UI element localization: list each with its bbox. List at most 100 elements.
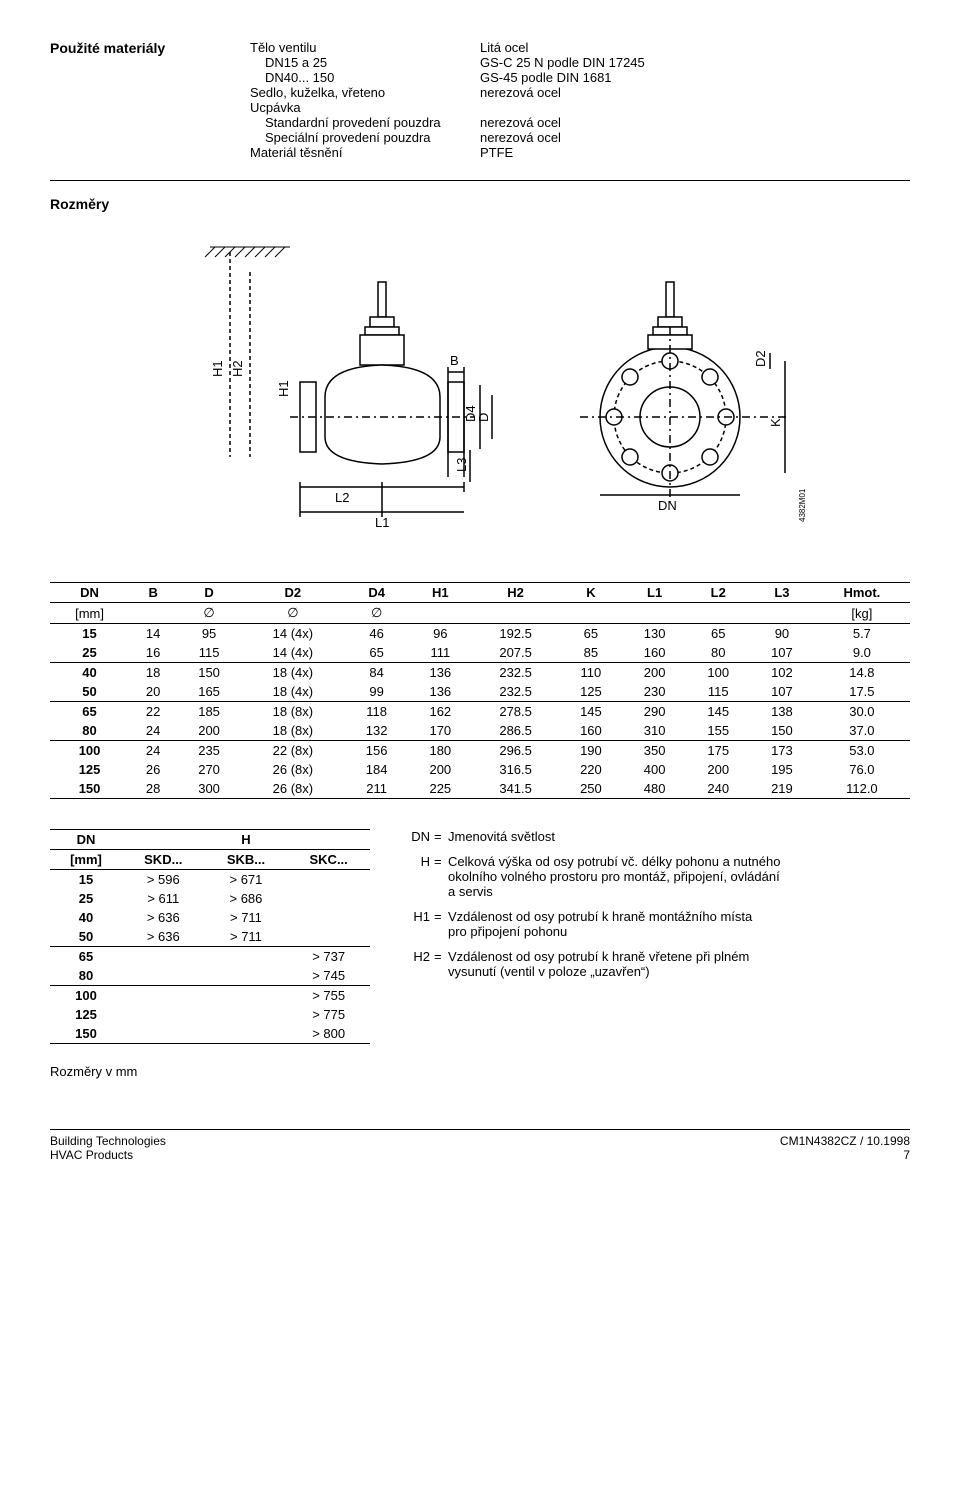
- dim-td: 46: [345, 624, 409, 644]
- dim-td: 65: [559, 624, 623, 644]
- materials-c2-line: DN40... 150: [265, 70, 480, 85]
- materials-col3: Litá ocelGS-C 25 N podle DIN 17245GS-45 …: [480, 40, 910, 160]
- legend-text: [434, 964, 448, 979]
- dim-td: 220: [559, 760, 623, 779]
- materials-c3-line: [480, 100, 910, 115]
- dim-td: 136: [408, 682, 472, 702]
- table-row: 50> 636> 711: [50, 927, 370, 947]
- materials-title: Použité materiály: [50, 40, 250, 160]
- dim-td: 18 (4x): [241, 663, 345, 683]
- footer: Building Technologies HVAC Products CM1N…: [50, 1129, 910, 1162]
- dim-td: 16: [129, 643, 177, 663]
- dim-td: 225: [408, 779, 472, 799]
- dim-td: 296.5: [472, 741, 559, 761]
- dim-sub-th: [559, 603, 623, 624]
- materials-c2-line: Materiál těsnění: [250, 145, 480, 160]
- h-td: [287, 870, 370, 890]
- dim-td: 200: [623, 663, 687, 683]
- footer-right2: 7: [780, 1148, 910, 1162]
- dim-td: 110: [559, 663, 623, 683]
- table-row: 802420018 (8x)132170286.516031015515037.…: [50, 721, 910, 741]
- h-td: [205, 1024, 288, 1044]
- dim-sub-th: [750, 603, 814, 624]
- dim-td: 100: [686, 663, 750, 683]
- table-row: 80> 745: [50, 966, 370, 986]
- h-sub-th: SKD...: [122, 850, 205, 870]
- diagram-wrap: H1 H2 H1 B D4 D L3 L2 L1 DN D2 K 4382M01: [50, 227, 910, 557]
- label-b: B: [450, 353, 459, 368]
- materials-c3-line: nerezová ocel: [480, 130, 910, 145]
- legend-text: Vzdálenost od osy potrubí k hraně montáž…: [448, 909, 910, 924]
- dim-td: 180: [408, 741, 472, 761]
- dim-td: 170: [408, 721, 472, 741]
- divider: [50, 180, 910, 181]
- dim-td: 175: [686, 741, 750, 761]
- materials-c3-line: PTFE: [480, 145, 910, 160]
- dim-td: 37.0: [814, 721, 910, 741]
- dim-td: 18 (8x): [241, 702, 345, 722]
- dim-td: 30.0: [814, 702, 910, 722]
- h-td: 40: [50, 908, 122, 927]
- dim-td: 22: [129, 702, 177, 722]
- materials-c3-line: GS-45 podle DIN 1681: [480, 70, 910, 85]
- h-td: 100: [50, 986, 122, 1006]
- dim-td: 230: [623, 682, 687, 702]
- label-code: 4382M01: [798, 488, 807, 522]
- h-td: > 775: [287, 1005, 370, 1024]
- table-row: 25> 611> 686: [50, 889, 370, 908]
- h-td: [122, 966, 205, 986]
- dim-td: 107: [750, 643, 814, 663]
- dim-sub-th: [mm]: [50, 603, 129, 624]
- dim-td: 24: [129, 721, 177, 741]
- dim-th: D4: [345, 583, 409, 603]
- dim-td: 211: [345, 779, 409, 799]
- legend-text: pro připojení pohonu: [448, 924, 910, 939]
- dim-td: 350: [623, 741, 687, 761]
- legend-text: okolního volného prostoru pro montáž, př…: [448, 869, 910, 884]
- dim-td: 200: [408, 760, 472, 779]
- h-td: > 596: [122, 870, 205, 890]
- dim-td: 310: [623, 721, 687, 741]
- dim-td: 76.0: [814, 760, 910, 779]
- dim-sub-th: [623, 603, 687, 624]
- legend-text: =: [434, 909, 448, 924]
- dimensions-table: DNBDD2D4H1H2KL1L2L3Hmot. [mm]∅∅∅[kg] 151…: [50, 582, 910, 799]
- table-row: 251611514 (4x)65111207.585160801079.0: [50, 643, 910, 663]
- table-row: 1502830026 (8x)211225341.525048024021911…: [50, 779, 910, 799]
- footer-left1: Building Technologies: [50, 1134, 166, 1148]
- dim-th: K: [559, 583, 623, 603]
- h-td: [287, 889, 370, 908]
- dim-td: 219: [750, 779, 814, 799]
- materials-block: Použité materiály Tělo ventiluDN15 a 25D…: [50, 40, 910, 160]
- h-td: 125: [50, 1005, 122, 1024]
- dim-th: L2: [686, 583, 750, 603]
- h-sub-th: SKC...: [287, 850, 370, 870]
- note: Rozměry v mm: [50, 1064, 910, 1079]
- legend-text: [434, 924, 448, 939]
- label-d2: D2: [753, 350, 768, 367]
- dim-td: 400: [623, 760, 687, 779]
- h-td: [122, 1005, 205, 1024]
- lower-row: DNH [mm]SKD...SKB...SKC... 15> 596> 6712…: [50, 829, 910, 1044]
- dim-th: H1: [408, 583, 472, 603]
- dim-sub-th: [kg]: [814, 603, 910, 624]
- dim-th: L3: [750, 583, 814, 603]
- dim-td: 22 (8x): [241, 741, 345, 761]
- dim-td: 14.8: [814, 663, 910, 683]
- materials-c2-line: Ucpávka: [250, 100, 480, 115]
- dim-td: 96: [408, 624, 472, 644]
- h-td: > 636: [122, 908, 205, 927]
- legend-item: DN=Jmenovitá světlost: [400, 829, 910, 844]
- legend-item: H1=Vzdálenost od osy potrubí k hraně mon…: [400, 909, 910, 939]
- materials-c3-line: Litá ocel: [480, 40, 910, 55]
- legend-text: vysunutí (ventil v poloze „uzavřen“): [448, 964, 910, 979]
- dim-td: 125: [559, 682, 623, 702]
- dimensions-section: Rozměry: [50, 196, 910, 1079]
- label-l1: L1: [375, 515, 389, 530]
- h-td: 80: [50, 966, 122, 986]
- table-row: 401815018 (4x)84136232.511020010010214.8: [50, 663, 910, 683]
- dim-td: 250: [559, 779, 623, 799]
- dim-sub-th: [686, 603, 750, 624]
- h-td: 65: [50, 947, 122, 967]
- materials-c2-line: Sedlo, kuželka, vřeteno: [250, 85, 480, 100]
